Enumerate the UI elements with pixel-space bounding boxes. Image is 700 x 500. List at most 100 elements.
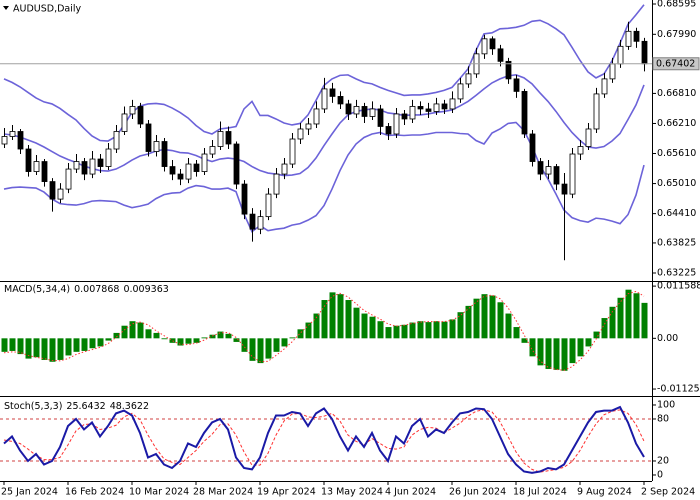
candle-body <box>401 113 408 120</box>
macd-bar <box>225 333 232 339</box>
candle-body <box>169 166 176 175</box>
macd-bar <box>249 338 256 361</box>
macd-bar <box>497 302 504 339</box>
y-tick-label: 0.64410 <box>657 208 696 219</box>
y-tick-label: 0.68595 <box>657 0 696 10</box>
candle-body <box>129 106 136 115</box>
candle-body <box>241 183 248 215</box>
y-tick-label: 0.65610 <box>657 148 696 159</box>
macd-bar <box>601 318 608 339</box>
macd-bar <box>97 338 104 347</box>
macd-bar <box>617 297 624 339</box>
candle-body <box>193 163 200 172</box>
macd-bar <box>65 338 72 356</box>
macd-bar <box>241 338 248 352</box>
stoch-title: Stoch(5,3,3) <box>4 401 62 412</box>
candle-body <box>593 93 600 130</box>
y-tick-label: -0.011255 <box>657 384 700 395</box>
candle-body <box>313 108 320 125</box>
macd-bar <box>81 338 88 351</box>
macd-bar <box>377 321 384 339</box>
macd-bar <box>49 338 56 362</box>
x-tick-label: 26 Jun 2024 <box>449 487 506 498</box>
y-tick-label: 0.65010 <box>657 178 696 189</box>
macd-bar <box>33 338 40 358</box>
candle-body <box>361 106 368 117</box>
macd-bar <box>569 338 576 364</box>
candle-body <box>281 163 288 175</box>
macd-bar <box>361 313 368 339</box>
macd-bar <box>337 294 344 339</box>
x-tick-label: 9 Aug 2024 <box>577 487 632 498</box>
macd-bar <box>449 319 456 339</box>
candle-body <box>145 123 152 152</box>
macd-bar <box>169 338 176 343</box>
candle-body <box>153 141 160 152</box>
stoch-value: 25.6432 <box>66 401 105 412</box>
macd-bar <box>289 337 296 339</box>
band-lower <box>3 121 645 233</box>
macd-bar <box>185 338 192 344</box>
candle-body <box>577 146 584 155</box>
x-tick-label: 18 Jul 2024 <box>513 487 567 498</box>
macd-bar <box>321 300 328 339</box>
macd-bar <box>217 331 224 339</box>
macd-bar <box>257 338 264 364</box>
macd-bar <box>41 338 48 360</box>
candle-body <box>41 161 48 182</box>
stoch-main-line <box>3 405 645 474</box>
macd-bar <box>433 321 440 339</box>
candle-body <box>465 73 472 85</box>
x-tick-label: 2 Sep 2024 <box>641 487 695 498</box>
macd-bar <box>297 329 304 339</box>
y-tick-label: 100 <box>657 399 675 410</box>
candle-body <box>345 103 352 115</box>
candle-body <box>1 136 8 145</box>
x-tick-label: 19 Apr 2024 <box>257 487 316 498</box>
candle-body <box>585 128 592 147</box>
macd-bar <box>417 321 424 339</box>
candle-body <box>561 183 568 195</box>
macd-bar <box>177 338 184 346</box>
y-tick-label: 0.66210 <box>657 118 696 129</box>
macd-bar <box>401 324 408 339</box>
macd-bar <box>193 338 200 343</box>
macd-bar <box>553 338 560 370</box>
candle-body <box>441 103 448 110</box>
macd-bar <box>89 338 96 349</box>
candle-body <box>273 173 280 195</box>
macd-bar <box>521 338 528 343</box>
candle-body <box>265 193 272 218</box>
candle-body <box>601 78 608 95</box>
macd-bar <box>353 307 360 339</box>
stoch-legend: Stoch(5,3,3) 25.6432 48.3622 <box>4 401 149 412</box>
macd-bar <box>609 306 616 339</box>
candle-body <box>305 123 312 130</box>
macd-bar <box>513 327 520 339</box>
candle-body <box>81 161 88 175</box>
macd-bar <box>265 338 272 359</box>
candle-body <box>233 143 240 185</box>
x-tick-label: 13 May 2024 <box>321 487 383 498</box>
macd-bar <box>641 302 648 339</box>
last-price-box <box>652 57 700 71</box>
candle-body <box>105 148 112 167</box>
candle-body <box>433 103 440 112</box>
macd-bar <box>593 331 600 339</box>
x-tick-label: 10 Mar 2024 <box>129 487 189 498</box>
candle-body <box>161 141 168 167</box>
candle-body <box>89 158 96 175</box>
macd-bar <box>209 334 216 339</box>
candle-body <box>409 106 416 120</box>
band-middle <box>3 74 645 177</box>
macd-bar <box>145 329 152 339</box>
candle-body <box>297 128 304 140</box>
candle-body <box>65 168 72 190</box>
macd-bar <box>57 338 64 360</box>
x-tick-label: 28 Mar 2024 <box>193 487 253 498</box>
candle-body <box>137 106 144 125</box>
candle-body <box>457 83 464 100</box>
macd-bar <box>409 322 416 339</box>
